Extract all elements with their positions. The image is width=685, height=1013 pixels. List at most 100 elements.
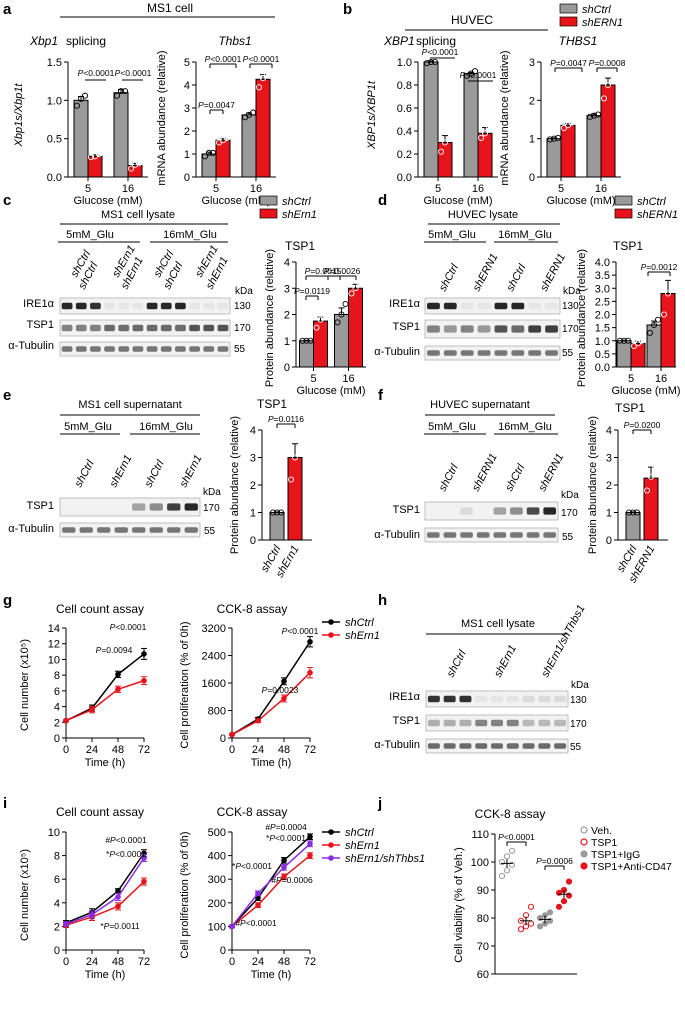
x-tick-label: 24 [252, 744, 264, 756]
data-point [536, 923, 544, 930]
data-point [295, 432, 303, 439]
p-value-label: P=0.0012 [641, 262, 678, 272]
data-point [303, 337, 310, 344]
y-tick-label: 0.5 [595, 349, 610, 361]
assay-title: Thbs1 [218, 34, 251, 48]
data-point [646, 329, 654, 336]
tsp1-band [189, 324, 200, 332]
glucose-group: 16mM_Glu [498, 229, 552, 241]
tubulin-band [104, 346, 115, 352]
legend-label: shCtrl [582, 4, 611, 16]
p-value-label: P=0.0094 [96, 645, 133, 655]
p-value-label: P=0.0116 [268, 414, 304, 424]
y-tick-label: 3.5 [595, 270, 610, 282]
series-line [65, 857, 145, 925]
ire1a-band [90, 302, 101, 310]
tsp1-band [460, 325, 474, 333]
data-point [498, 872, 506, 880]
data-point [643, 487, 651, 494]
data-point [135, 160, 143, 167]
p-value-label: *P=0.0011 [100, 921, 140, 931]
blot-strip [424, 527, 559, 543]
legend-label: shERN1 [582, 17, 623, 29]
y-tick-label: 4 [54, 898, 60, 910]
data-point [660, 311, 668, 318]
y-tick-label: 0.8 [397, 80, 412, 92]
data-point [437, 148, 445, 155]
assay-title-suffix: splicing [416, 34, 456, 48]
lane-label: shCtrl [437, 262, 461, 293]
tsp1-band [477, 325, 491, 333]
tsp1-band [494, 325, 508, 333]
legend-label: TSP1 [591, 837, 617, 849]
lysate-title: MS1 cell lysate [101, 209, 175, 221]
x-tick-label: 16 [342, 373, 354, 385]
data-point [131, 161, 139, 168]
data-point [527, 920, 535, 927]
y-tick-label: 3 [284, 283, 290, 295]
panel-letter: a [3, 1, 12, 18]
p-value-label: #P<0.0001 [235, 918, 277, 928]
series-line [231, 641, 311, 736]
legend-marker [580, 862, 588, 870]
tubulin-band [460, 532, 473, 538]
p-value-label: P=0.0200 [624, 420, 661, 430]
data-point [356, 279, 363, 287]
panel-letter: f [378, 387, 384, 404]
kda-marker: 55 [204, 526, 216, 537]
y-tick-label: 0 [606, 535, 612, 547]
tubulin-band [167, 527, 181, 533]
assay-title-suffix: splicing [66, 34, 106, 48]
series-line [231, 836, 311, 927]
tubulin-band [477, 350, 491, 356]
tubulin-band [217, 346, 229, 352]
bar [643, 477, 659, 541]
legend-swatch [559, 16, 578, 27]
ire1a-band [61, 302, 73, 310]
kda-label: kDa [561, 490, 579, 501]
tubulin-band [475, 743, 488, 749]
p-value-label: P=0.0026 [324, 266, 361, 276]
y-tick-label: 80 [477, 913, 489, 925]
data-point [205, 149, 213, 156]
legend-label: shCtrl [637, 196, 666, 208]
ire1a-band [443, 695, 456, 703]
data-point [281, 678, 287, 685]
ire1a-band [427, 695, 440, 703]
blot-strip [59, 497, 201, 517]
ire1a-band [459, 695, 472, 703]
data-point [255, 895, 261, 901]
panel-letter: h [378, 592, 387, 609]
y-tick-label: 6 [54, 686, 60, 698]
lane-label: shCtrl [143, 458, 167, 489]
y-tick-label: 2 [54, 921, 60, 933]
tubulin-band [203, 346, 215, 352]
tubulin-band [146, 346, 158, 352]
x-tick-label: 0 [63, 956, 69, 968]
ire1a-band [132, 302, 144, 310]
legend-label: Veh. [591, 825, 612, 837]
tsp1-band [203, 324, 215, 332]
ire1a-band [146, 302, 158, 310]
data-point [223, 134, 231, 141]
x-axis-label: Glucose (mM) [201, 195, 270, 207]
p-value-label: #P<0.0001 [105, 835, 147, 845]
bar [299, 340, 314, 368]
tsp1-band [491, 719, 503, 727]
data-point [485, 123, 493, 130]
lane-label: shERN1 [536, 452, 566, 494]
data-point [281, 695, 287, 702]
lane-label: shCtrl [73, 458, 97, 489]
legend-label: TSP1+IgG [591, 849, 640, 861]
assay-title: THBS1 [559, 34, 598, 48]
y-tick-label: 110 [471, 829, 489, 841]
cell-type-header: MS1 cell [147, 1, 193, 15]
tubulin-band [132, 346, 144, 352]
tsp1-band [510, 507, 523, 515]
data-point [87, 154, 95, 161]
y-tick-label: 3.0 [595, 283, 610, 295]
bar [241, 114, 257, 178]
y-tick-label: 1.0 [47, 95, 62, 107]
data-point [441, 139, 449, 146]
y-tick-label: 4.0 [595, 257, 610, 269]
